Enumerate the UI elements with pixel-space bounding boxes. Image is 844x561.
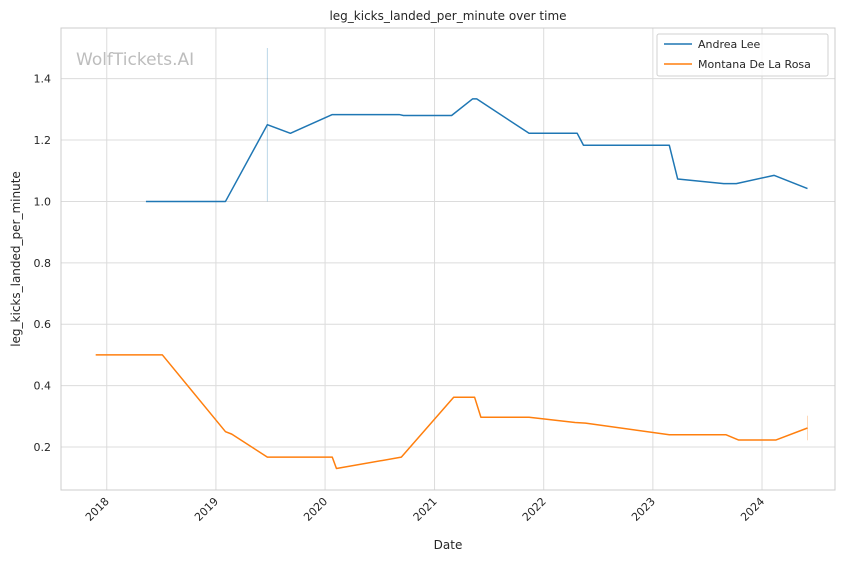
plot-frame xyxy=(60,27,836,491)
x-tick-label: 2018 xyxy=(83,495,112,524)
y-tick-label: 0.6 xyxy=(34,318,52,331)
series-layer xyxy=(95,98,808,470)
legend-box xyxy=(656,33,829,77)
y-tick-label: 1.2 xyxy=(34,134,52,147)
x-tick-label: 2024 xyxy=(738,495,767,524)
x-tick-label: 2019 xyxy=(192,495,221,524)
watermark: WolfTickets.AI xyxy=(76,50,194,70)
x-tick-label: 2022 xyxy=(520,495,549,524)
chart-title: leg_kicks_landed_per_minute over time xyxy=(329,9,566,23)
series-line-andrea-lee xyxy=(145,98,808,203)
plot-area xyxy=(61,28,835,490)
y-tick-label: 1.0 xyxy=(34,195,52,208)
y-tick-label: 1.4 xyxy=(34,73,52,86)
y-tick-label: 0.4 xyxy=(34,380,52,393)
x-axis-title: Date xyxy=(434,538,463,552)
y-axis-title: leg_kicks_landed_per_minute xyxy=(9,171,23,347)
series-line-montana-de-la-rosa xyxy=(95,354,808,470)
y-axis-ticks: 0.2 0.4 0.6 0.8 1.0 1.2 1.4 xyxy=(34,73,52,454)
x-tick-label: 2023 xyxy=(629,495,658,524)
legend-label-andrea-lee: Andrea Lee xyxy=(698,38,760,51)
x-tick-label: 2020 xyxy=(301,495,330,524)
legend: Andrea Lee Montana De La Rosa xyxy=(656,33,829,77)
legend-label-montana-de-la-rosa: Montana De La Rosa xyxy=(698,58,811,71)
x-axis-ticks: 2018 2019 2020 2021 2022 2023 2024 xyxy=(83,495,767,524)
y-tick-label: 0.8 xyxy=(34,257,52,270)
y-tick-label: 0.2 xyxy=(34,441,52,454)
x-tick-label: 2021 xyxy=(411,495,440,524)
